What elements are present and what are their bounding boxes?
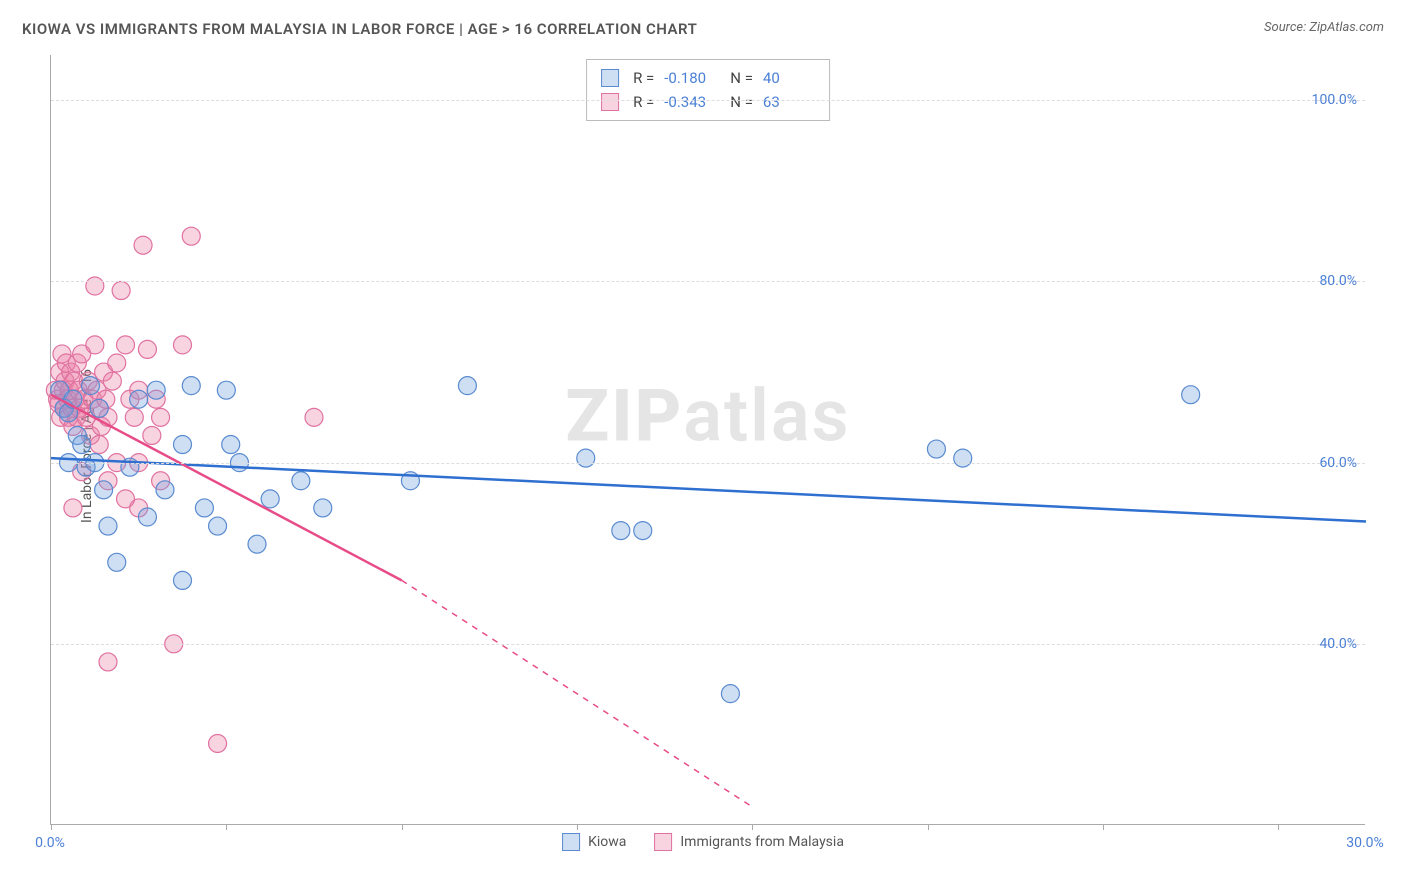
scatter-point-kiowa — [73, 436, 91, 454]
legend-label: Kiowa — [588, 834, 626, 850]
x-tick — [577, 824, 578, 830]
scatter-point-kiowa — [130, 390, 148, 408]
scatter-point-malaysia — [86, 336, 104, 354]
scatter-point-kiowa — [195, 499, 213, 517]
scatter-point-kiowa — [174, 436, 192, 454]
trend-line-malaysia-dashed — [402, 580, 753, 806]
x-tick-label: 0.0% — [35, 835, 65, 851]
scatter-point-malaysia — [112, 282, 130, 300]
legend-stats-row: R = -0.180 N = 40 — [601, 66, 815, 90]
x-tick — [226, 824, 227, 830]
scatter-point-kiowa — [248, 535, 266, 553]
plot-area: ZIPatlas R =-0.180N =40R =-0.343N =63 40… — [50, 55, 1365, 825]
chart-title: KIOWA VS IMMIGRANTS FROM MALAYSIA IN LAB… — [22, 20, 697, 38]
legend-item-malaysia: Immigrants from Malaysia — [654, 833, 844, 851]
scatter-point-malaysia — [143, 426, 161, 444]
scatter-point-malaysia — [64, 499, 82, 517]
scatter-point-malaysia — [305, 408, 323, 426]
scatter-point-kiowa — [138, 508, 156, 526]
legend-swatch-icon — [654, 833, 672, 851]
legend-swatch-icon — [601, 69, 619, 87]
scatter-point-kiowa — [182, 377, 200, 395]
legend-stats-row: R = -0.343 N = 63 — [601, 90, 815, 114]
legend-swatch-icon — [562, 833, 580, 851]
legend-swatch-icon — [601, 93, 619, 111]
scatter-point-malaysia — [134, 236, 152, 254]
scatter-point-kiowa — [1182, 386, 1200, 404]
gridline — [51, 463, 1365, 464]
scatter-point-kiowa — [458, 377, 476, 395]
scatter-point-kiowa — [156, 481, 174, 499]
x-tick — [928, 824, 929, 830]
stat-n-label: N = — [730, 66, 753, 90]
scatter-point-kiowa — [147, 381, 165, 399]
y-tick-label: 40.0% — [1319, 636, 1357, 652]
scatter-point-kiowa — [314, 499, 332, 517]
scatter-point-kiowa — [292, 472, 310, 490]
scatter-point-kiowa — [209, 517, 227, 535]
scatter-point-kiowa — [634, 522, 652, 540]
legend-item-kiowa: Kiowa — [562, 833, 626, 851]
scatter-point-kiowa — [81, 377, 99, 395]
x-tick — [752, 824, 753, 830]
scatter-point-malaysia — [209, 734, 227, 752]
scatter-point-malaysia — [99, 653, 117, 671]
source-attribution: Source: ZipAtlas.com — [1264, 20, 1384, 35]
gridline — [51, 281, 1365, 282]
scatter-point-kiowa — [222, 436, 240, 454]
scatter-point-malaysia — [90, 436, 108, 454]
y-tick-label: 80.0% — [1319, 273, 1357, 289]
scatter-point-malaysia — [125, 408, 143, 426]
scatter-point-kiowa — [721, 685, 739, 703]
x-tick — [1278, 824, 1279, 830]
stat-r-label: R = — [633, 90, 654, 114]
legend-stats-box: R = -0.180 N = 40 R = -0.343 N = 63 — [586, 59, 830, 121]
scatter-point-kiowa — [99, 517, 117, 535]
scatter-point-malaysia — [86, 277, 104, 295]
x-tick — [51, 824, 52, 830]
scatter-point-malaysia — [174, 336, 192, 354]
scatter-point-kiowa — [577, 449, 595, 467]
x-tick — [402, 824, 403, 830]
stat-r-label: R = — [633, 66, 654, 90]
scatter-point-kiowa — [108, 553, 126, 571]
chart-svg — [51, 55, 1365, 824]
scatter-point-kiowa — [927, 440, 945, 458]
scatter-point-kiowa — [612, 522, 630, 540]
trend-line-kiowa — [51, 458, 1366, 521]
scatter-point-kiowa — [95, 481, 113, 499]
scatter-point-kiowa — [954, 449, 972, 467]
scatter-point-kiowa — [217, 381, 235, 399]
scatter-point-malaysia — [152, 408, 170, 426]
legend-series: Kiowa Immigrants from Malaysia — [562, 833, 844, 851]
y-tick-label: 100.0% — [1312, 92, 1357, 108]
scatter-point-malaysia — [103, 372, 121, 390]
scatter-point-malaysia — [108, 354, 126, 372]
stat-n-value: 40 — [763, 66, 815, 90]
x-tick — [1103, 824, 1104, 830]
scatter-point-kiowa — [174, 571, 192, 589]
scatter-point-kiowa — [90, 399, 108, 417]
scatter-point-malaysia — [182, 227, 200, 245]
gridline — [51, 100, 1365, 101]
x-tick-label: 30.0% — [1346, 835, 1384, 851]
stat-r-value: -0.343 — [664, 90, 716, 114]
stat-n-value: 63 — [763, 90, 815, 114]
scatter-point-kiowa — [261, 490, 279, 508]
scatter-point-malaysia — [138, 340, 156, 358]
stat-r-value: -0.180 — [664, 66, 716, 90]
y-tick-label: 60.0% — [1319, 455, 1357, 471]
legend-label: Immigrants from Malaysia — [680, 834, 844, 850]
stat-n-label: N = — [730, 90, 753, 114]
scatter-point-malaysia — [117, 336, 135, 354]
gridline — [51, 644, 1365, 645]
